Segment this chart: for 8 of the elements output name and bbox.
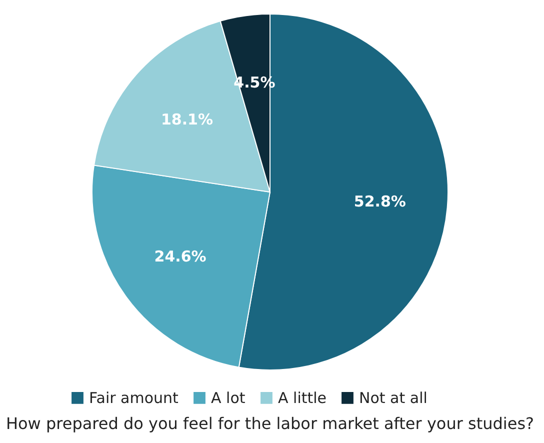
legend-label: Fair amount	[89, 388, 179, 407]
legend-label: A little	[278, 388, 327, 407]
data-label: 24.6%	[154, 247, 206, 266]
legend-label: A lot	[211, 388, 246, 407]
data-label: 52.8%	[354, 192, 406, 211]
legend-label: Not at all	[359, 388, 428, 407]
text: How prepared do you feel for the labor market after your studies?	[6, 414, 534, 433]
data-label: 18.1%	[160, 110, 214, 128]
